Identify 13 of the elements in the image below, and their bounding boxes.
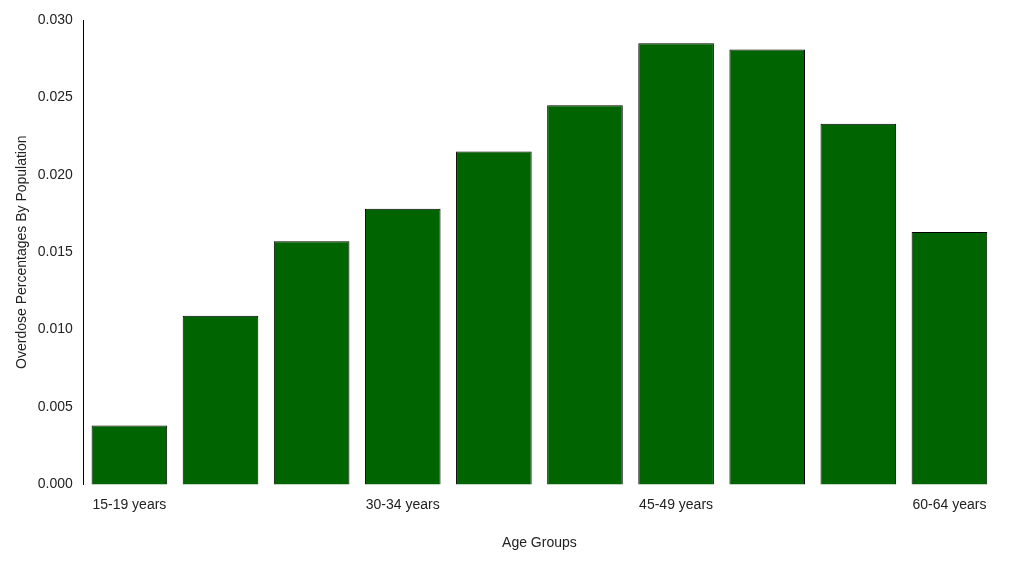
- x-axis-title: Age Groups: [502, 534, 577, 551]
- x-tick-label: 30-34 years: [365, 495, 440, 512]
- y-tick-label: 0.030: [37, 10, 74, 27]
- x-tick-label: 45-49 years: [639, 495, 714, 512]
- y-axis-title: Overdose Percentages By Population: [13, 135, 30, 369]
- x-tick-label: 15-19 years: [92, 495, 167, 512]
- y-tick-label: 0.000: [37, 475, 74, 492]
- y-tick-label: 0.010: [37, 320, 74, 337]
- y-tick-label: 0.025: [37, 88, 74, 105]
- x-tick-label: 60-64 years: [912, 495, 987, 512]
- y-tick-label: 0.020: [37, 165, 74, 182]
- y-tick-label: 0.015: [37, 243, 74, 260]
- y-tick-label: 0.005: [37, 397, 74, 414]
